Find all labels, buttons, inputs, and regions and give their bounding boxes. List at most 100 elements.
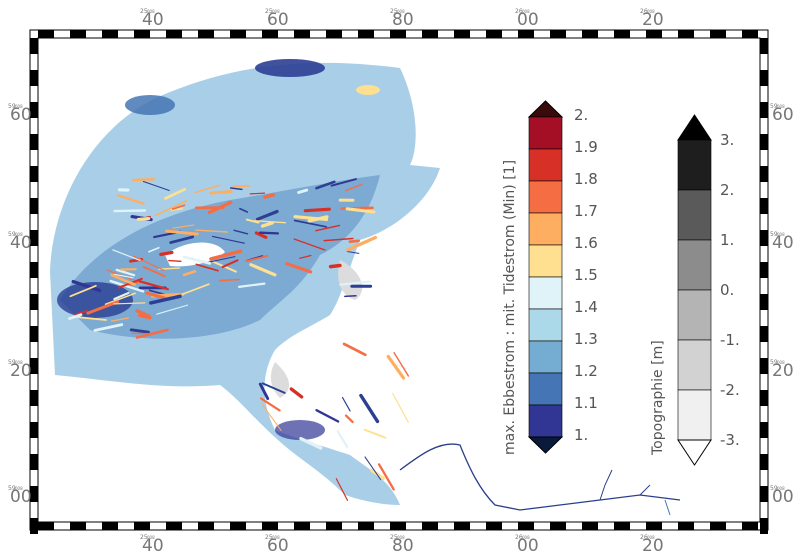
colorbar-tick-label: 2.: [720, 181, 734, 199]
channel-streak: [113, 291, 130, 301]
right-tick-label-minor: 59: [770, 231, 778, 238]
channel-streak: [254, 231, 268, 239]
map-area: [50, 59, 681, 516]
colorbar-tick-label: 2.: [574, 106, 588, 124]
frame-check: [38, 522, 54, 530]
frame-check: [742, 522, 758, 530]
channel-streak: [315, 409, 340, 423]
frame-check: [230, 30, 246, 38]
top-tick-label-minor: 26: [515, 8, 523, 15]
channel-streak: [115, 268, 136, 277]
river-branch: [599, 469, 613, 501]
top-tick-label-sub: 008: [147, 9, 155, 14]
frame-check: [760, 166, 768, 182]
deep-patch: [57, 282, 133, 318]
frame-check: [454, 30, 470, 38]
channel-streak: [207, 256, 236, 263]
channel-streak: [148, 246, 160, 253]
frame-check: [30, 422, 38, 438]
frame-check: [422, 522, 438, 530]
channel-streak: [363, 428, 387, 439]
bottom-tick-label-sub: 008: [522, 535, 530, 540]
colorbar-tick-label: 1.1: [574, 394, 598, 412]
channel-streak: [113, 209, 147, 213]
deep-patch: [255, 59, 325, 77]
channel-streak: [261, 382, 286, 394]
channel-streak: [142, 181, 170, 191]
frame-check: [760, 230, 768, 246]
channel-streak: [86, 300, 120, 315]
channel-streak: [182, 270, 197, 277]
colorbar-swatch: [677, 339, 712, 391]
channel-streak: [258, 231, 280, 235]
land-patch: [270, 362, 290, 398]
channel-streak: [154, 200, 188, 217]
channel-streak: [285, 262, 313, 274]
frame-check: [358, 522, 374, 530]
channel-streak: [209, 190, 233, 195]
frame-check: [30, 390, 38, 406]
frame-check: [30, 486, 38, 502]
colorbar-swatch: [677, 389, 712, 441]
channel-streak: [346, 251, 360, 254]
frame-check: [294, 522, 310, 530]
frame-check: [30, 134, 38, 150]
tidal-channels: [68, 177, 410, 501]
channel-streak: [263, 193, 275, 199]
frame-check: [678, 30, 694, 38]
colorbar-swatch: [528, 180, 563, 214]
channel-streak: [211, 235, 245, 244]
colorbar-swatch: [528, 308, 563, 342]
frame-check: [30, 198, 38, 214]
right-tick-label-minor: 59: [770, 359, 778, 366]
top-tick-label-major: 80: [392, 10, 414, 30]
channel-streak: [260, 221, 274, 228]
channel-streak: [104, 292, 136, 306]
left-tick-label-major: 40: [10, 233, 32, 253]
frame-check: [760, 518, 768, 534]
channel-streak: [386, 354, 406, 380]
top-tick-label-minor: 26: [640, 8, 648, 15]
frame-check: [760, 454, 768, 470]
right-tick-label-minor: 59: [770, 103, 778, 110]
frame-check: [518, 522, 534, 530]
channel-streak: [341, 396, 351, 412]
channel-streak: [345, 183, 363, 192]
channel-streak: [249, 192, 266, 195]
channel-streak: [164, 187, 187, 200]
frame-check: [70, 30, 86, 38]
channel-streak: [182, 283, 210, 295]
frame-check: [358, 30, 374, 38]
channel-streak: [293, 238, 326, 251]
bottom-tick-label-major: 40: [142, 536, 164, 556]
top-tick-label-sub: 008: [647, 9, 655, 14]
colorbar-tick-label: 1.4: [574, 298, 598, 316]
channel-streak: [129, 328, 150, 334]
frame-check: [262, 522, 278, 530]
frame-check: [760, 294, 768, 310]
colorbar-swatch: [528, 148, 563, 182]
frame-check: [646, 522, 662, 530]
bottom-tick-label-sub: 008: [147, 535, 155, 540]
bottom-tick-label-major: 80: [392, 536, 414, 556]
channel-streak: [344, 414, 354, 424]
right-tick-label-major: 60: [772, 105, 794, 125]
right-tick-label-major: 20: [772, 361, 794, 381]
frame-check: [326, 522, 342, 530]
channel-streak: [260, 397, 281, 412]
channel-streak: [172, 224, 195, 229]
frame-check: [760, 390, 768, 406]
frame-check: [134, 522, 150, 530]
channel-streak: [255, 209, 279, 221]
channel-streak: [249, 263, 277, 277]
channel-streak: [171, 204, 186, 210]
channel-streak: [221, 259, 239, 269]
channel-streak: [156, 304, 189, 315]
top-tick-label-minor: 25: [265, 8, 273, 15]
channel-streak: [149, 294, 182, 305]
frame-check: [30, 102, 38, 118]
shallow-patch: [356, 85, 380, 95]
deep-patch: [275, 420, 325, 440]
